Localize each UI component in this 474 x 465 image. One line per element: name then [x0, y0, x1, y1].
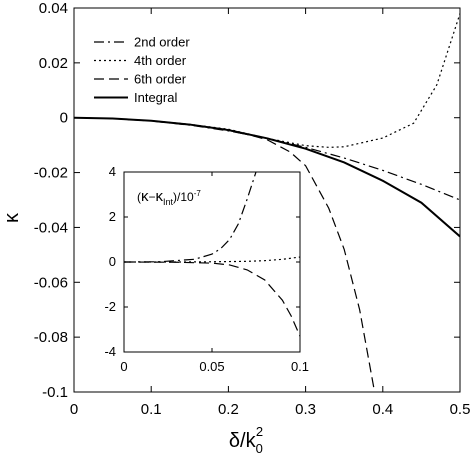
inset-x-tick-label: 0 [120, 359, 127, 374]
main-y-tick-label: -0.06 [34, 274, 68, 291]
inset-y-tick-label: 0 [109, 254, 116, 269]
main-y-tick-label: 0.02 [39, 55, 68, 72]
main-y-tick-label: 0.04 [39, 0, 68, 17]
inset-x-tick-label: 0.1 [291, 359, 309, 374]
inset-annotation-open: ( [137, 190, 141, 204]
inset-x-tick-label: 0.05 [199, 359, 224, 374]
inset-annotation-kappa: κ [141, 188, 149, 205]
main-y-tick-label: -0.08 [34, 329, 68, 346]
main-y-tick-label: 0 [60, 110, 68, 127]
x-axis-title-sub: 0 [256, 441, 263, 456]
inset-annotation-minus: − [149, 190, 156, 204]
inset-annotation-kappa-int: κ [156, 188, 164, 205]
inset-annotation-close: )/10 [173, 190, 194, 204]
inset-series-2nd-order [124, 172, 257, 263]
main-x-tick-label: 0 [70, 401, 78, 418]
y-axis-title: κ [1, 212, 23, 223]
legend: 2nd order 4th order 6th order Integral [94, 35, 190, 105]
inset-y-tick-label: -2 [104, 299, 116, 314]
inset-y-tick-label: 2 [109, 209, 116, 224]
inset-annotation-sup: -7 [194, 189, 202, 198]
inset-frame [123, 171, 301, 353]
main-x-tick-label: 0.5 [450, 401, 471, 418]
main-y-tick-label: -0.02 [34, 165, 68, 182]
main-x-tick-label: 0.2 [218, 401, 239, 418]
main-plot: 0 0.1 0.2 0.3 0.4 0.5 0.04 0.02 0 -0.02 -0.04 -0.06… [34, 0, 471, 418]
main-series-4th-order [74, 13, 460, 148]
inset-series-group [124, 172, 300, 337]
legend-label-4th-order: 4th order [134, 53, 187, 68]
main-x-tick-label: 0.4 [372, 401, 393, 418]
main-series-group [74, 13, 460, 392]
inset-annotation: (κ−κInt)/10-7 [137, 188, 201, 207]
inset-y-tick-label: 4 [109, 164, 116, 179]
main-frame [73, 7, 461, 393]
main-y-tick-label: -0.04 [34, 219, 68, 236]
main-x-tick-label: 0.1 [141, 401, 162, 418]
inset-y-tick-label: -4 [104, 344, 116, 359]
main-y-tick-label: -0.1 [42, 384, 68, 401]
legend-label-6th-order: 6th order [134, 72, 187, 87]
x-axis-title: δ/k0 2 [229, 424, 263, 456]
main-series-integral [74, 116, 460, 238]
inset-annotation-sub: Int [163, 197, 174, 207]
x-axis-title-main: δ/k [229, 430, 257, 452]
legend-label-integral: Integral [134, 90, 177, 105]
x-axis-title-sup: 2 [256, 424, 263, 439]
main-x-tick-label: 0.3 [295, 401, 316, 418]
inset-plot: 0 0.05 0.1 4 2 0 -2 -4 [104, 164, 309, 374]
inset-series-6th-order [124, 261, 300, 337]
legend-label-2nd-order: 2nd order [134, 35, 190, 50]
